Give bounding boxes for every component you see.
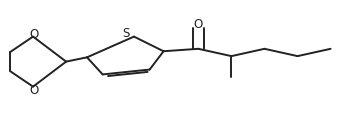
Text: S: S	[122, 27, 130, 40]
Text: O: O	[194, 18, 203, 31]
Text: O: O	[29, 28, 38, 41]
Text: O: O	[29, 84, 38, 97]
